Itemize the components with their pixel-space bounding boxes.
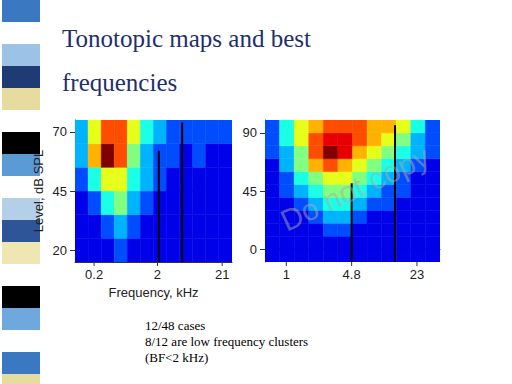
html-text:12/48 cases: 12/48 cases bbox=[145, 318, 206, 333]
svg-text:1: 1 bbox=[283, 267, 290, 282]
svg-text:90: 90 bbox=[243, 125, 257, 140]
svg-text:45: 45 bbox=[243, 184, 257, 199]
svg-text:Frequency, kHz: Frequency, kHz bbox=[108, 285, 198, 300]
html-text:Do not copy: Do not copy bbox=[275, 139, 435, 238]
svg-text:21: 21 bbox=[215, 267, 229, 282]
svg-text:45: 45 bbox=[53, 184, 67, 199]
svg-text:23: 23 bbox=[410, 267, 424, 282]
svg-text:70: 70 bbox=[53, 124, 67, 139]
html-text:Tonotopic maps and best freque: Tonotopic maps and best frequencies bbox=[62, 25, 311, 96]
html-text:(BF<2 kHz): (BF<2 kHz) bbox=[145, 350, 209, 365]
svg-text:0: 0 bbox=[250, 242, 257, 257]
svg-text:4.8: 4.8 bbox=[343, 267, 361, 282]
svg-text:0.2: 0.2 bbox=[85, 267, 103, 282]
svg-text:20: 20 bbox=[53, 243, 67, 258]
html-text:8/12 are low frequency cluster: 8/12 are low frequency clusters bbox=[145, 334, 309, 349]
svg-text:Level, dB SPL: Level, dB SPL bbox=[31, 150, 46, 232]
svg-text:2: 2 bbox=[154, 267, 161, 282]
